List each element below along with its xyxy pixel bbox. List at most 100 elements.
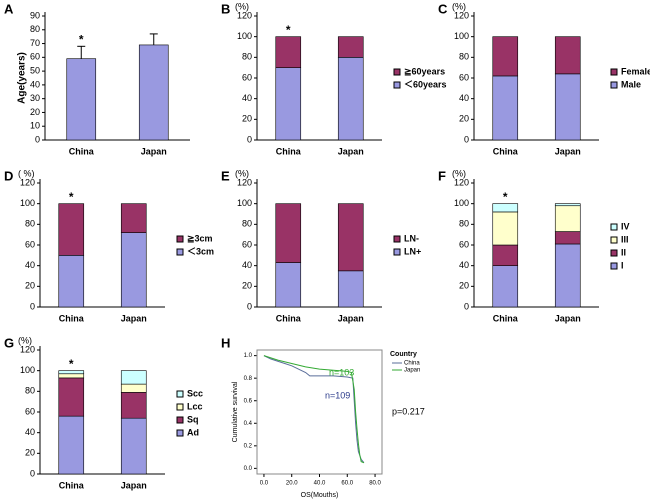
- legend-label: III: [621, 234, 629, 244]
- legend-label: Male: [621, 79, 641, 89]
- y-tick-label: 40: [25, 260, 35, 270]
- x-tick-label: Japan: [555, 313, 581, 323]
- bar-segment: [337, 270, 364, 308]
- bar-segment: [492, 203, 519, 213]
- bar-segment: [58, 370, 85, 375]
- legend-label: II: [621, 247, 626, 257]
- panel-label: E: [221, 168, 230, 183]
- x-tick-label: 80.0: [369, 481, 381, 487]
- x-tick-label: 40.0: [314, 481, 326, 487]
- x-tick-label: China: [59, 313, 85, 323]
- x-tick-label: China: [493, 313, 519, 323]
- y-tick-label: 40: [459, 260, 469, 270]
- x-axis-label: OS(Mouths): [301, 492, 339, 499]
- x-tick-label: Japan: [338, 146, 364, 156]
- x-tick-label: China: [276, 313, 302, 323]
- y-tick-label: 10: [30, 121, 40, 131]
- significance-mark: *: [69, 190, 74, 204]
- x-tick-label: Japan: [121, 480, 147, 490]
- annotation: n=109: [325, 390, 350, 400]
- y-tick-label: 50: [30, 65, 40, 75]
- bar-segment: [58, 415, 85, 475]
- legend-label: LN+: [404, 246, 421, 256]
- x-tick-label: Japan: [141, 146, 167, 156]
- y-tick-label: 20: [30, 107, 40, 117]
- bar-segment: [120, 392, 147, 419]
- bar-segment: [58, 203, 85, 256]
- bar-segment: [492, 75, 519, 141]
- bar-segment: [492, 244, 519, 266]
- y-tick-label: 0.0: [244, 466, 253, 472]
- x-tick-label: 20.0: [286, 481, 298, 487]
- y-tick-label: 20: [25, 448, 35, 458]
- legend-swatch: [610, 249, 618, 257]
- y-tick-label: 100: [454, 198, 469, 208]
- legend-swatch: [393, 248, 401, 256]
- legend-swatch: [176, 403, 184, 411]
- y-axis-label: ( %): [18, 168, 35, 178]
- y-axis-label: (%): [18, 335, 32, 345]
- significance-mark: *: [69, 357, 74, 371]
- y-tick-label: 60: [242, 72, 252, 82]
- legend-label: ＜3cm: [187, 246, 214, 256]
- legend-label: LN-: [404, 233, 419, 243]
- y-tick-label: 20: [459, 114, 469, 124]
- bar-segment: [554, 243, 581, 308]
- legend-swatch: [393, 81, 401, 89]
- y-tick-label: 0: [464, 134, 469, 144]
- bar-segment: [120, 417, 147, 475]
- x-tick-label: China: [493, 146, 519, 156]
- y-tick-label: 80: [25, 219, 35, 229]
- panel-label: G: [4, 335, 14, 350]
- y-tick-label: 40: [242, 93, 252, 103]
- significance-mark: *: [286, 23, 291, 37]
- bar-segment: [554, 203, 581, 207]
- bar-segment: [120, 383, 147, 393]
- y-tick-label: 120: [20, 344, 35, 354]
- bar-segment: [554, 73, 581, 141]
- y-tick-label: 100: [20, 198, 35, 208]
- y-axis-label: (%): [452, 1, 466, 11]
- legend-title: Country: [390, 351, 417, 358]
- y-axis-label: (%): [235, 1, 249, 11]
- y-tick-label: 60: [459, 239, 469, 249]
- y-tick-label: 80: [30, 24, 40, 34]
- y-tick-label: 100: [20, 365, 35, 375]
- legend-swatch: [176, 416, 184, 424]
- bar-segment: [120, 203, 147, 233]
- y-tick-label: 120: [454, 177, 469, 187]
- y-tick-label: 80: [459, 52, 469, 62]
- y-tick-label: 0.4: [244, 421, 253, 427]
- legend-label: Scc: [187, 388, 203, 398]
- y-tick-label: 0: [247, 301, 252, 311]
- y-axis-label: Cumulative survival: [232, 381, 239, 442]
- bar-segment: [120, 232, 147, 308]
- y-axis-label: (%): [235, 168, 249, 178]
- bar-segment: [492, 211, 519, 246]
- legend-swatch: [176, 429, 184, 437]
- y-tick-label: 0.6: [244, 398, 253, 404]
- x-tick-label: China: [69, 146, 95, 156]
- y-tick-label: 120: [237, 177, 252, 187]
- y-tick-label: 120: [454, 10, 469, 20]
- annotation: n=103: [329, 367, 354, 377]
- legend-label: Ad: [187, 427, 199, 437]
- y-tick-label: 90: [30, 10, 40, 20]
- y-tick-label: 60: [30, 52, 40, 62]
- y-tick-label: 120: [237, 10, 252, 20]
- panel-label: D: [4, 168, 13, 183]
- bar-segment: [337, 57, 364, 141]
- bar-segment: [554, 36, 581, 75]
- bar-segment: [554, 205, 581, 232]
- legend-swatch: [176, 248, 184, 256]
- bar: [66, 58, 97, 141]
- legend-label: ≧3cm: [187, 233, 213, 243]
- legend-label: China: [404, 361, 420, 367]
- legend-swatch: [610, 223, 618, 231]
- legend-label: IV: [621, 221, 630, 231]
- legend-swatch: [393, 68, 401, 76]
- y-tick-label: 40: [30, 79, 40, 89]
- y-tick-label: 80: [242, 52, 252, 62]
- bar-segment: [58, 255, 85, 308]
- significance-mark: *: [79, 32, 84, 46]
